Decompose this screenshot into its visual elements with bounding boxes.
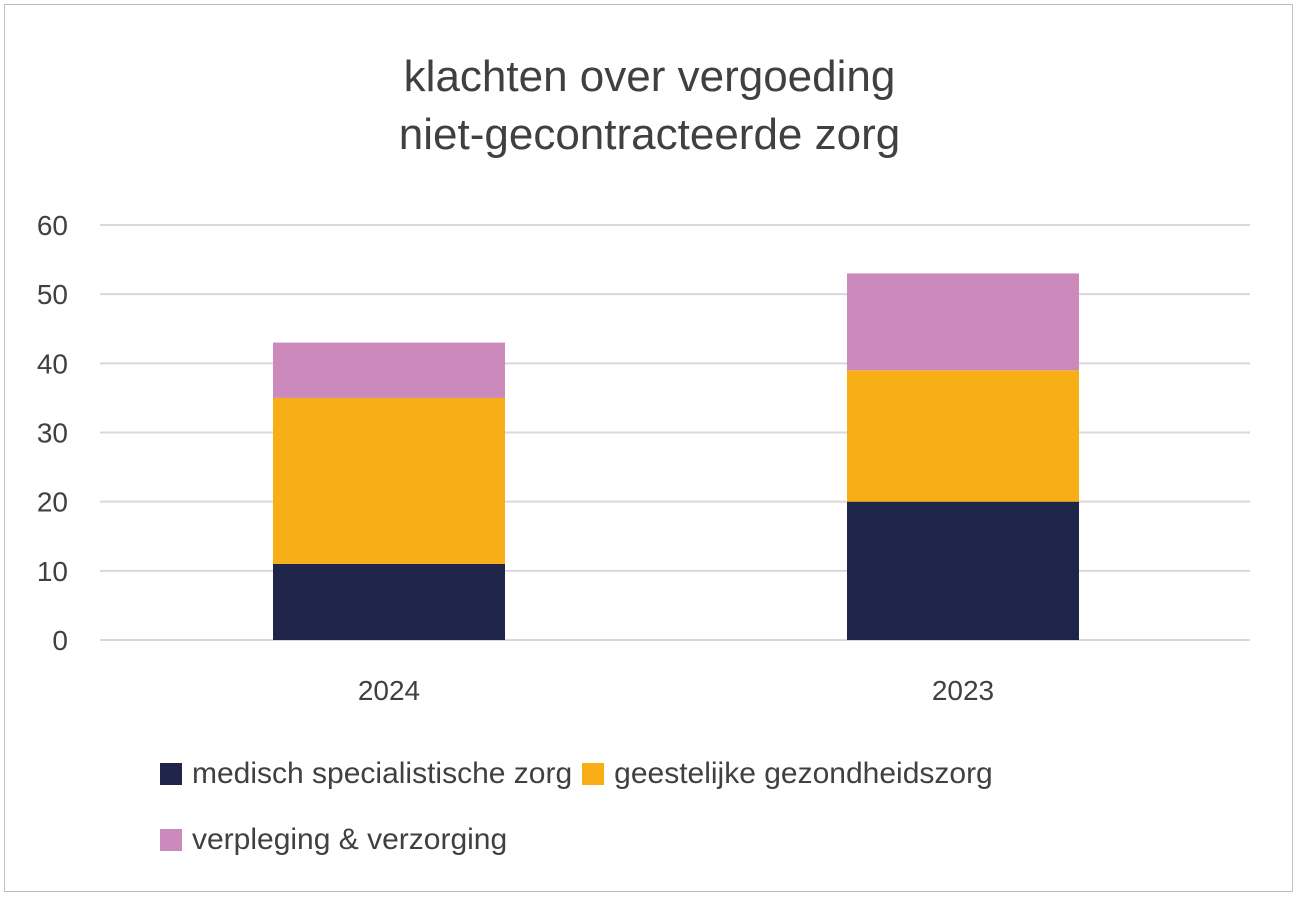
legend-label: verpleging & verzorging	[192, 823, 508, 856]
legend-item-vv: verpleging & verzorging	[160, 823, 507, 857]
bar-segment-2024-1	[273, 397, 505, 564]
x-tick-label: 2023	[932, 675, 994, 706]
y-tick-label: 40	[37, 348, 68, 379]
legend-swatch	[582, 763, 605, 785]
y-tick-label: 0	[52, 625, 68, 656]
legend-row-1: medisch specialistische zorg geestelijke…	[160, 752, 1003, 796]
y-tick-label: 20	[37, 487, 68, 518]
legend-swatch	[160, 829, 182, 851]
legend-swatch	[160, 763, 182, 785]
legend-row-2: verpleging & verzorging	[160, 818, 1003, 862]
y-tick-label: 50	[37, 279, 68, 310]
legend-item-ggz: geestelijke gezondheidszorg	[582, 757, 993, 791]
chart-title: klachten over vergoeding niet-gecontract…	[0, 48, 1299, 164]
legend-label: geestelijke gezondheidszorg	[614, 757, 993, 790]
y-tick-label: 60	[37, 210, 68, 241]
legend-item-medisch: medisch specialistische zorg	[160, 757, 572, 791]
legend-label: medisch specialistische zorg	[192, 757, 573, 790]
bar-segment-2023-0	[847, 501, 1079, 640]
chart-title-line-2: niet-gecontracteerde zorg	[398, 110, 901, 159]
bar-segment-2024-0	[273, 563, 505, 640]
legend: medisch specialistische zorg geestelijke…	[160, 752, 1003, 884]
y-tick-label: 10	[37, 556, 68, 587]
x-tick-label: 2024	[358, 675, 420, 706]
y-tick-label: 30	[37, 418, 68, 449]
bar-segment-2023-2	[847, 273, 1079, 371]
chart-title-line-1: klachten over vergoeding	[403, 52, 896, 101]
bar-segment-2023-1	[847, 370, 1079, 502]
bar-segment-2024-2	[273, 342, 505, 398]
